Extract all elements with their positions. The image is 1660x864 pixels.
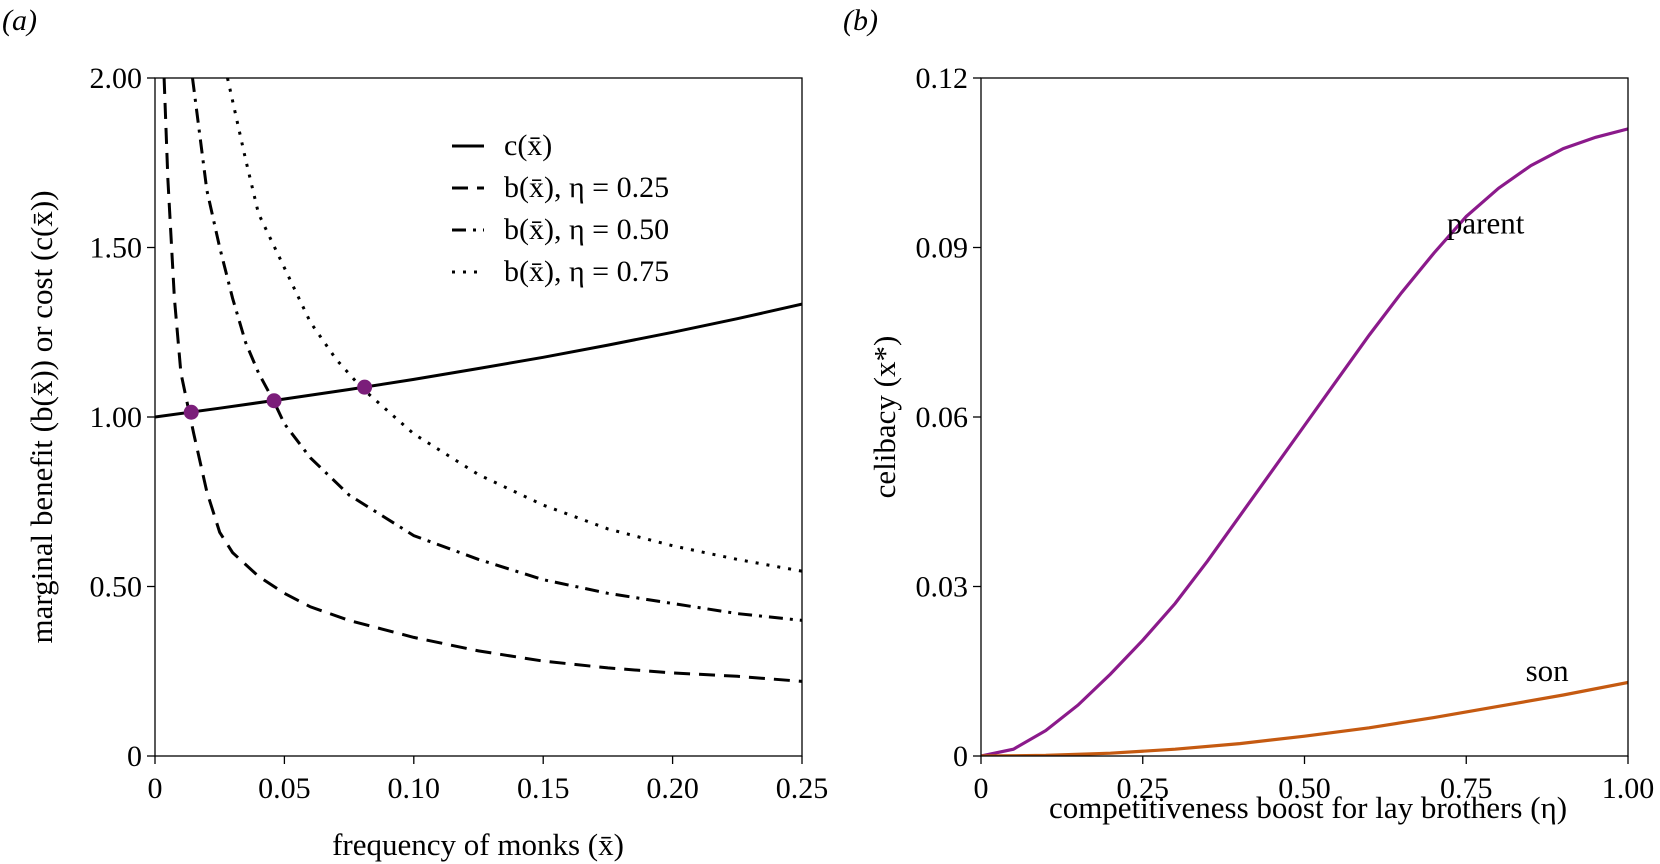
x-tick-label: 0.25 <box>776 772 829 805</box>
y-tick-label: 0 <box>127 740 142 773</box>
panel-a: (a) 0 0.05 0.10 0.15 0.20 0.25 0 0.50 1.00 1.50 2… <box>2 4 828 862</box>
y-tick-label: 0.50 <box>90 571 143 604</box>
x-tick-label: 0 <box>974 772 989 805</box>
legend-label: c(x̄) <box>504 129 552 162</box>
series-line-benefit-eta-025 <box>162 78 802 683</box>
series-line-cost <box>155 302 802 419</box>
panel-a-frame <box>154 77 803 757</box>
equilibrium-point <box>183 404 199 420</box>
series-line-son <box>981 680 1628 756</box>
panel-a-curves <box>155 78 802 683</box>
panel-a-label: (a) <box>2 4 37 37</box>
panel-b-x-axis-label: competitiveness boost for lay brothers (… <box>1049 790 1567 825</box>
equilibrium-point <box>266 393 282 409</box>
panel-b-series-labels: parent son <box>1447 205 1569 687</box>
series-label-parent: parent <box>1447 205 1525 240</box>
y-tick-label: 0 <box>953 740 968 773</box>
legend-label: b(x̄), η = 0.50 <box>504 213 669 246</box>
panel-a-x-ticks: 0 0.05 0.10 0.15 0.20 0.25 <box>148 756 829 805</box>
panel-a-points <box>183 379 373 420</box>
x-tick-label: 0.25 <box>1117 772 1170 805</box>
equilibrium-point <box>357 379 373 395</box>
y-tick-label: 2.00 <box>90 62 143 95</box>
panel-a-y-ticks: 0 0.50 1.00 1.50 2.00 <box>90 62 155 773</box>
panel-b-y-axis-label: celibacy (x*) <box>867 336 902 499</box>
series-label-son: son <box>1526 653 1570 688</box>
x-tick-label: 0.10 <box>388 772 441 805</box>
x-tick-label: 0.15 <box>517 772 570 805</box>
panel-b-curves <box>981 127 1628 756</box>
y-tick-label: 1.00 <box>90 401 143 434</box>
legend-label: b(x̄), η = 0.25 <box>504 171 669 204</box>
x-tick-label: 0.05 <box>258 772 311 805</box>
panel-b-x-ticks: 0 0.25 0.50 0.75 1.00 <box>974 756 1655 805</box>
y-tick-label: 0.12 <box>916 62 969 95</box>
x-tick-label: 0.75 <box>1440 772 1493 805</box>
series-line-benefit-eta-050 <box>191 78 802 622</box>
panel-a-legend: c(x̄) b(x̄), η = 0.25 b(x̄), η = 0.50 b(x̄)… <box>452 129 669 288</box>
panel-b-y-ticks: 0 0.03 0.06 0.09 0.12 <box>916 62 981 773</box>
legend-label: b(x̄), η = 0.75 <box>504 255 669 288</box>
y-tick-label: 0.06 <box>916 401 969 434</box>
panel-b-label: (b) <box>843 4 878 37</box>
y-tick-label: 1.50 <box>90 232 143 265</box>
x-tick-label: 0 <box>148 772 163 805</box>
x-tick-label: 1.00 <box>1602 772 1655 805</box>
series-line-parent <box>981 127 1628 756</box>
panel-a-x-axis-label: frequency of monks (x̄) <box>332 827 624 862</box>
panel-a-y-axis-label: marginal benefit (b(x̄)) or cost (c(x̄)) <box>24 190 59 643</box>
y-tick-label: 0.03 <box>916 571 969 604</box>
panel-b: (b) 0 0.25 0.50 0.75 1.00 00.030.060.090.12 … <box>843 4 1654 825</box>
x-tick-label: 0.50 <box>1278 772 1331 805</box>
y-tick-label: 0.09 <box>916 232 969 265</box>
x-tick-label: 0.20 <box>646 772 699 805</box>
